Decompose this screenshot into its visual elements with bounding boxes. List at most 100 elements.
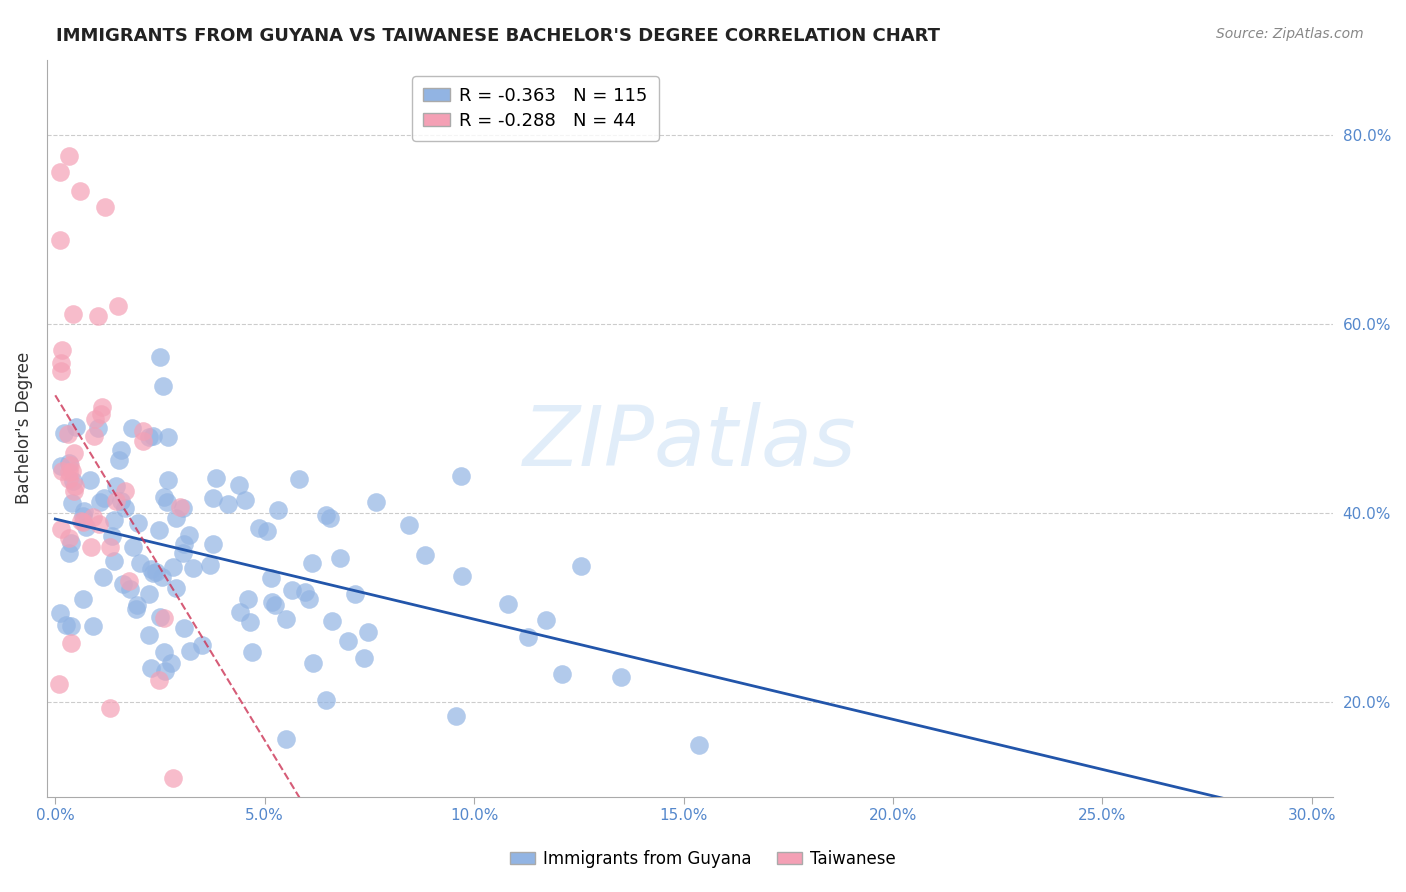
Taiwanese — [86, 309, 108, 323]
Immigrants from Guyana — [59, 619, 82, 633]
Taiwanese — [48, 677, 70, 691]
Taiwanese — [107, 299, 129, 313]
Immigrants from Guyana — [127, 516, 149, 530]
Immigrants from Guyana — [217, 498, 239, 512]
Text: ZIPatlas: ZIPatlas — [523, 402, 856, 483]
Taiwanese — [49, 165, 72, 179]
Taiwanese — [114, 483, 136, 498]
Taiwanese — [51, 522, 73, 536]
Taiwanese — [94, 200, 117, 214]
Taiwanese — [63, 478, 86, 492]
Immigrants from Guyana — [172, 501, 194, 516]
Immigrants from Guyana — [138, 587, 160, 601]
Taiwanese — [58, 465, 80, 479]
Immigrants from Guyana — [125, 598, 148, 612]
Immigrants from Guyana — [141, 661, 163, 675]
Taiwanese — [90, 407, 112, 421]
Immigrants from Guyana — [157, 473, 180, 487]
Immigrants from Guyana — [336, 634, 359, 648]
Taiwanese — [89, 516, 111, 531]
Taiwanese — [132, 434, 155, 448]
Immigrants from Guyana — [551, 667, 574, 681]
Immigrants from Guyana — [315, 508, 337, 523]
Taiwanese — [98, 701, 121, 715]
Immigrants from Guyana — [73, 504, 96, 518]
Immigrants from Guyana — [610, 670, 633, 684]
Immigrants from Guyana — [111, 576, 134, 591]
Immigrants from Guyana — [364, 494, 387, 508]
Immigrants from Guyana — [118, 582, 141, 597]
Immigrants from Guyana — [263, 598, 285, 612]
Taiwanese — [60, 636, 83, 650]
Taiwanese — [82, 509, 104, 524]
Immigrants from Guyana — [108, 452, 131, 467]
Immigrants from Guyana — [152, 570, 174, 584]
Immigrants from Guyana — [276, 732, 298, 747]
Taiwanese — [152, 611, 174, 625]
Immigrants from Guyana — [122, 541, 145, 555]
Immigrants from Guyana — [165, 510, 187, 524]
Immigrants from Guyana — [451, 569, 474, 583]
Immigrants from Guyana — [228, 477, 250, 491]
Immigrants from Guyana — [138, 628, 160, 642]
Immigrants from Guyana — [172, 546, 194, 560]
Taiwanese — [58, 472, 80, 486]
Taiwanese — [91, 400, 114, 414]
Taiwanese — [148, 673, 170, 688]
Immigrants from Guyana — [121, 421, 143, 435]
Immigrants from Guyana — [446, 708, 468, 723]
Taiwanese — [58, 531, 80, 545]
Immigrants from Guyana — [138, 430, 160, 444]
Immigrants from Guyana — [152, 491, 174, 505]
Immigrants from Guyana — [288, 472, 311, 486]
Immigrants from Guyana — [569, 558, 592, 573]
Immigrants from Guyana — [91, 569, 114, 583]
Taiwanese — [104, 493, 127, 508]
Taiwanese — [80, 540, 103, 554]
Immigrants from Guyana — [173, 621, 195, 635]
Immigrants from Guyana — [357, 625, 380, 640]
Taiwanese — [51, 464, 73, 478]
Immigrants from Guyana — [302, 656, 325, 670]
Immigrants from Guyana — [149, 350, 172, 364]
Immigrants from Guyana — [60, 535, 83, 549]
Taiwanese — [49, 356, 72, 370]
Immigrants from Guyana — [62, 475, 84, 489]
Taiwanese — [69, 185, 91, 199]
Immigrants from Guyana — [236, 592, 259, 607]
Immigrants from Guyana — [87, 421, 110, 435]
Immigrants from Guyana — [139, 562, 162, 576]
Immigrants from Guyana — [228, 605, 250, 619]
Immigrants from Guyana — [173, 537, 195, 551]
Immigrants from Guyana — [55, 617, 77, 632]
Taiwanese — [59, 458, 82, 472]
Taiwanese — [51, 343, 73, 357]
Immigrants from Guyana — [101, 529, 124, 543]
Immigrants from Guyana — [496, 597, 519, 611]
Immigrants from Guyana — [256, 524, 278, 538]
Immigrants from Guyana — [82, 618, 104, 632]
Legend: R = -0.363   N = 115, R = -0.288   N = 44: R = -0.363 N = 115, R = -0.288 N = 44 — [412, 76, 658, 141]
Immigrants from Guyana — [128, 556, 150, 570]
Immigrants from Guyana — [79, 474, 101, 488]
Immigrants from Guyana — [298, 591, 321, 606]
Immigrants from Guyana — [274, 612, 297, 626]
Immigrants from Guyana — [688, 738, 710, 752]
Immigrants from Guyana — [315, 692, 337, 706]
Taiwanese — [48, 233, 70, 247]
Taiwanese — [49, 364, 72, 378]
Immigrants from Guyana — [329, 551, 352, 566]
Immigrants from Guyana — [89, 494, 111, 508]
Immigrants from Guyana — [321, 614, 343, 628]
Immigrants from Guyana — [191, 638, 214, 652]
Immigrants from Guyana — [301, 556, 323, 570]
Immigrants from Guyana — [162, 560, 184, 574]
Immigrants from Guyana — [534, 614, 557, 628]
Taiwanese — [70, 514, 93, 528]
Immigrants from Guyana — [247, 521, 270, 535]
Y-axis label: Bachelor's Degree: Bachelor's Degree — [15, 352, 32, 504]
Immigrants from Guyana — [281, 583, 304, 598]
Taiwanese — [60, 464, 83, 478]
Taiwanese — [84, 412, 107, 426]
Immigrants from Guyana — [125, 602, 148, 616]
